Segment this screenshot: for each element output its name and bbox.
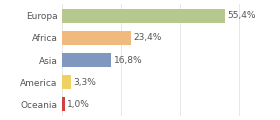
Bar [62,9,225,23]
Text: 3,3%: 3,3% [74,78,97,87]
Bar [62,97,65,111]
Bar [62,31,131,45]
Text: 23,4%: 23,4% [133,33,162,42]
Text: 16,8%: 16,8% [114,55,142,65]
Text: 1,0%: 1,0% [67,100,90,109]
Bar [62,75,71,89]
Bar [62,53,111,67]
Text: 55,4%: 55,4% [228,11,256,20]
